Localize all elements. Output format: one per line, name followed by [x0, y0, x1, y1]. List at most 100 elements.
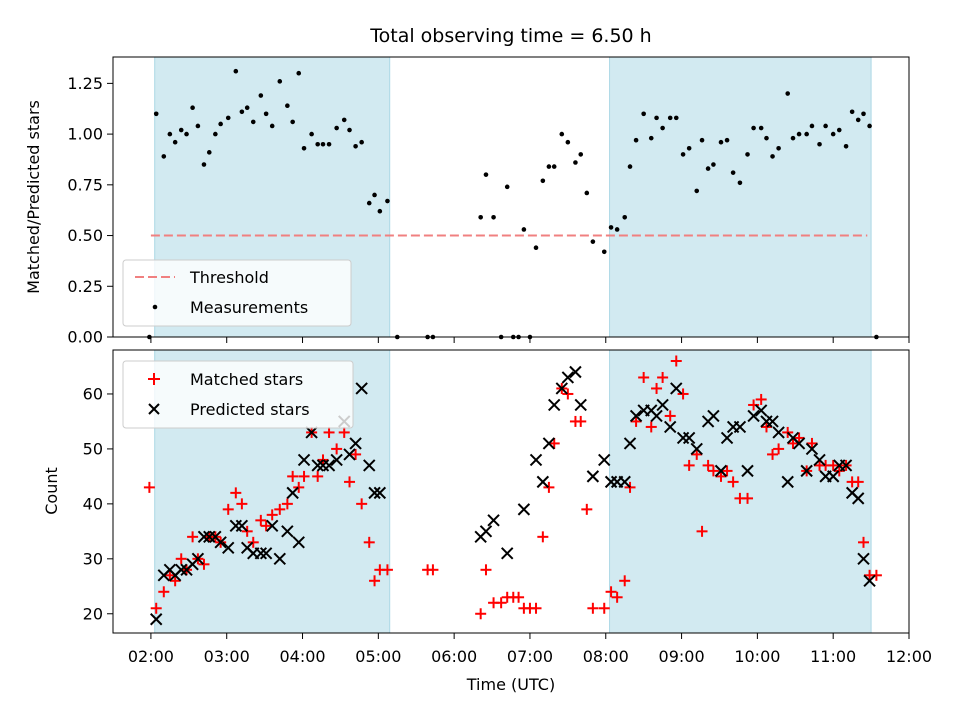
ratio-y-ticks: 0.00 0.25 0.50 0.75 1.00 1.25: [67, 74, 113, 347]
measurement-point: [258, 93, 264, 98]
matched-point: [630, 415, 642, 427]
matched-point: [381, 564, 393, 576]
matched-point: [331, 443, 343, 455]
measurement-point: [660, 125, 665, 131]
measurement-point: [627, 164, 633, 169]
matched-point: [670, 355, 682, 367]
count-x-ticks: 02:00 03:00 04:00 05:00 06:00 07:00 08:00 09:00…: [128, 633, 932, 666]
measurement-point: [347, 127, 352, 133]
predicted-point: [311, 459, 324, 472]
measurement-point: [790, 135, 796, 141]
measurement-point: [633, 137, 639, 143]
threshold-legend-label: Threshold: [189, 268, 269, 287]
count-y-axis-label: Count: [42, 467, 61, 515]
predicted-point: [542, 437, 556, 450]
matched-point: [755, 393, 767, 405]
y-tick-label: 30: [83, 549, 103, 568]
measurement-point: [573, 160, 578, 165]
measurement-point: [737, 180, 743, 186]
measurement-point: [491, 214, 496, 220]
measurement-point: [817, 141, 822, 147]
ratio-legend-box: [122, 259, 352, 327]
measurement-point: [776, 146, 781, 151]
measurement-point: [359, 139, 364, 145]
matched-point: [702, 459, 714, 471]
matched-point: [562, 388, 574, 400]
predicted-point: [561, 371, 575, 384]
predicted-point: [281, 525, 294, 538]
matched-point: [274, 503, 286, 515]
measurement-point: [233, 68, 239, 74]
y-tick-label: 0.75: [67, 175, 103, 194]
matched-point: [480, 564, 492, 576]
measurement-point: [673, 115, 679, 121]
matched-point: [150, 602, 162, 614]
measurement-point: [785, 91, 791, 96]
predicted-point: [629, 409, 643, 423]
measurement-point: [341, 117, 347, 123]
ratio-y-axis-label: Matched/Predicted stars: [24, 100, 43, 294]
predicted-point: [650, 409, 663, 423]
matched-point: [638, 371, 650, 383]
matched-point: [858, 536, 870, 548]
measurement-point: [320, 141, 326, 147]
measurement-point: [758, 125, 764, 131]
x-tick-label: 12:00: [886, 647, 932, 666]
predicted-point: [297, 453, 311, 467]
measurement-point: [796, 131, 802, 137]
measurement-point: [296, 70, 302, 76]
ratio-panel-frame: [112, 56, 910, 338]
measurement-point: [206, 150, 212, 155]
measurement-point: [540, 178, 546, 184]
measurement-point: [809, 123, 815, 129]
predicted-point: [747, 409, 760, 423]
measurement-point: [167, 131, 173, 137]
measurement-point: [855, 117, 861, 123]
measurement-point: [804, 131, 809, 137]
matched-point: [664, 410, 676, 422]
measurement-point: [385, 198, 390, 204]
matched-point: [537, 531, 549, 543]
measurement-point: [770, 154, 775, 159]
matched-point: [651, 382, 663, 394]
measurement-point: [201, 162, 207, 167]
matched-point: [530, 602, 542, 614]
measurement-point: [172, 139, 178, 145]
measurement-point: [654, 115, 659, 121]
measurement-point: [667, 115, 673, 121]
chart-title: Total observing time = 6.50 h: [369, 25, 651, 47]
matched-point: [870, 569, 882, 581]
predicted-point: [574, 398, 587, 412]
ratio-legend: Threshold Measurements: [122, 259, 352, 327]
predicted-point: [772, 426, 785, 439]
measurement-point: [711, 162, 716, 167]
matched-point: [598, 602, 610, 614]
shaded-interval-1: [609, 56, 872, 338]
predicted-point: [555, 382, 568, 395]
matched-point: [683, 459, 695, 471]
matched-point: [369, 575, 381, 587]
matched-point: [260, 520, 272, 532]
matched-point: [230, 487, 242, 499]
y-tick-label: 1.00: [67, 125, 103, 144]
measurement-point: [225, 115, 231, 121]
predicted-point: [479, 525, 493, 538]
matched-point: [852, 476, 864, 488]
matched-point: [344, 476, 356, 488]
measurement-point: [309, 131, 314, 137]
measurement-point: [483, 172, 489, 177]
measurement-point: [601, 249, 607, 255]
predicted-point: [670, 382, 683, 395]
x-tick-label: 08:00: [583, 647, 629, 666]
matched-point: [645, 421, 657, 433]
predicted-point: [363, 459, 376, 472]
count-legend-box: [122, 360, 354, 429]
y-tick-label: 50: [83, 439, 103, 458]
measurement-point: [764, 135, 769, 141]
measurement-point: [730, 170, 736, 175]
ratio-x-ticks: [150, 337, 910, 343]
measurement-point: [290, 119, 295, 125]
matched-point: [158, 586, 170, 598]
x-tick-label: 04:00: [279, 647, 325, 666]
predicted-point: [852, 492, 865, 505]
